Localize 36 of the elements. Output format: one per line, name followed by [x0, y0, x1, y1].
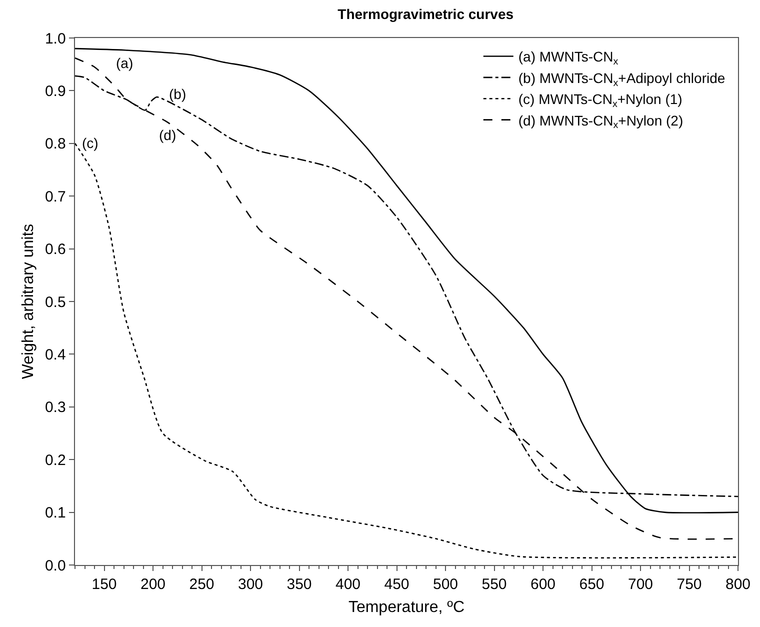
y-tick-label: 0.9 [44, 82, 66, 100]
x-tick-label: 800 [725, 576, 751, 594]
y-tick-label: 0.3 [44, 399, 66, 416]
annotation: (d) [159, 127, 176, 143]
y-tick-label: 0.1 [44, 504, 66, 522]
legend-label: (b) MWNTs-CN$_{x}$+Adipoyl chloride [518, 70, 726, 89]
x-tick-label: 450 [384, 576, 410, 594]
x-tick-label: 700 [628, 576, 654, 594]
x-tick-label: 400 [335, 576, 361, 594]
legend-label: (d) MWNTs-CN$_{x}$+Nylon (2) [518, 112, 684, 132]
y-tick-label: 0.0 [44, 557, 66, 574]
annotation: (b) [169, 86, 186, 102]
y-tick-label: 0.5 [44, 294, 66, 311]
y-tick-label: 0.2 [44, 452, 66, 469]
x-tick-label: 550 [482, 576, 507, 594]
x-tick-label: 150 [92, 576, 117, 594]
x-tick-label: 500 [432, 576, 458, 594]
legend-label: (c) MWNTs-CN$_{x}$+Nylon (1) [518, 91, 682, 110]
y-axis-title: Weight, arbitrary units [20, 224, 37, 380]
x-tick-label: 250 [189, 576, 214, 594]
y-tick-label: 1.0 [44, 30, 66, 48]
x-tick-label: 650 [579, 576, 604, 594]
annotation: (a) [116, 55, 134, 71]
x-axis-title: Temperature, ºC [348, 598, 465, 616]
annotation: (c) [82, 135, 98, 151]
x-tick-label: 350 [286, 576, 312, 594]
y-tick-label: 0.6 [44, 241, 66, 258]
y-tick-label: 0.7 [44, 188, 66, 206]
x-tick-label: 750 [676, 576, 702, 594]
x-tick-label: 600 [530, 576, 556, 594]
x-tick-label: 200 [140, 576, 166, 594]
chart-title: Thermogravimetric curves [338, 6, 514, 22]
legend-label: (a) MWNTs-CN$_{x}$ [518, 48, 618, 68]
x-tick-label: 300 [238, 576, 264, 594]
y-tick-label: 0.4 [44, 346, 66, 364]
y-tick-label: 0.8 [44, 136, 66, 153]
